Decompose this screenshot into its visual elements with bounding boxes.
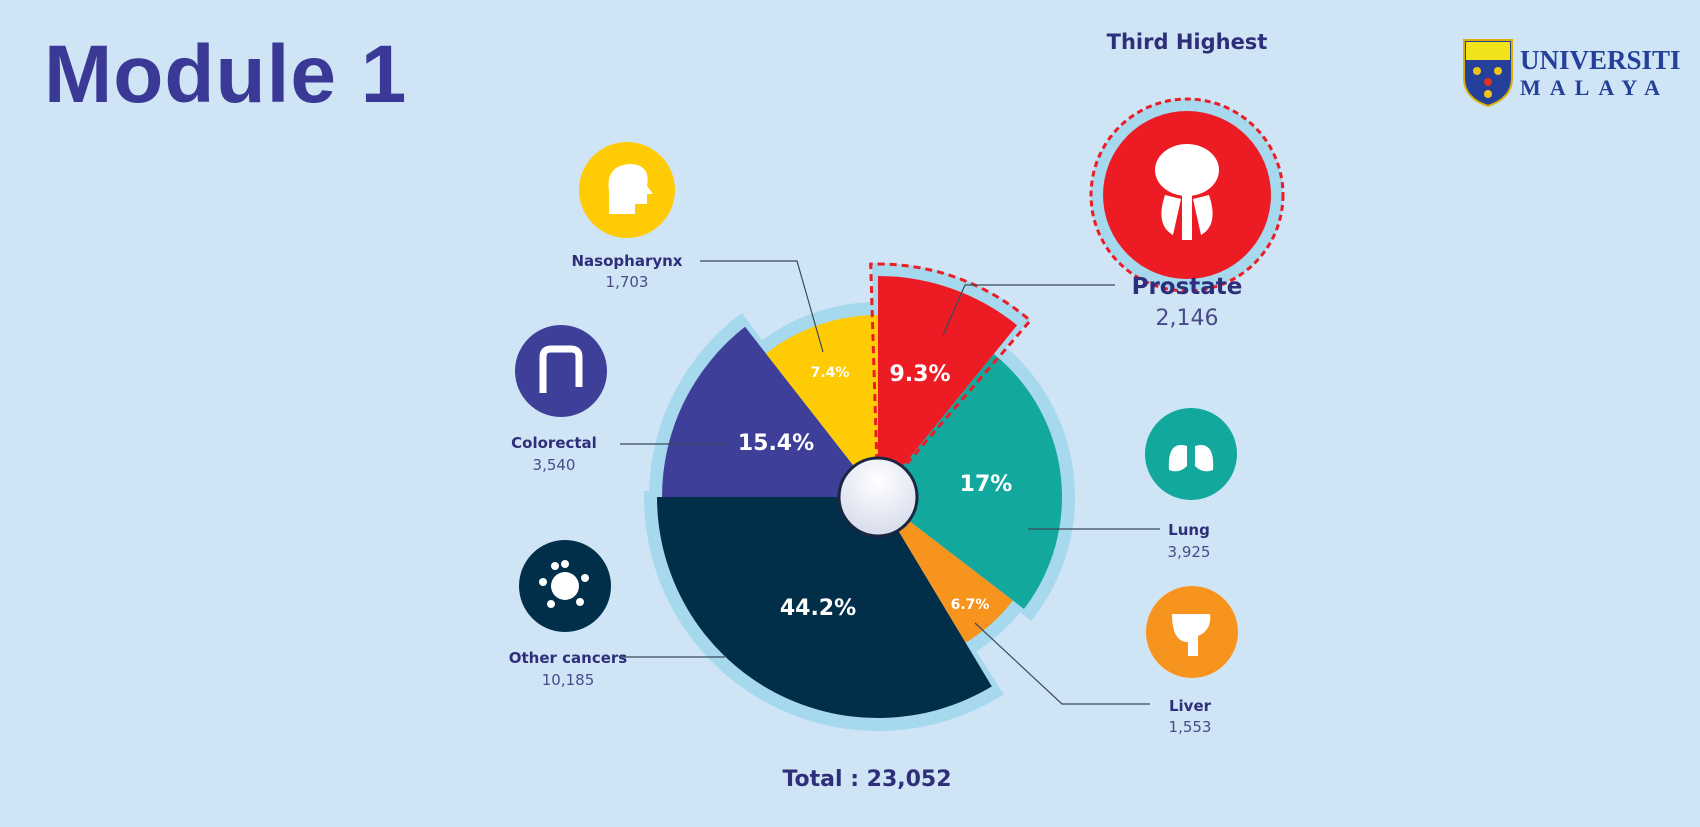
lungs-icon [1145,408,1237,500]
virus-icon [519,540,611,632]
count-nasopharynx: 1,703 [605,273,649,291]
head-profile-icon [579,142,675,238]
slice-lung [878,354,1062,610]
highlight-outline [869,262,1033,501]
count-prostate: 2,146 [1155,306,1219,331]
percent-label: 15.4% [738,431,814,456]
label-nasopharynx: Nasopharynx [571,252,683,270]
leader-line [942,284,1115,336]
slice-colorectal [662,326,878,497]
page-title: Module 1 [44,29,408,120]
count-liver: 1,553 [1168,718,1212,736]
label-other: Other cancers [508,649,628,667]
label-lung: Lung [1168,521,1210,539]
count-colorectal: 3,540 [532,456,576,474]
percent-label: 44.2% [780,596,856,621]
count-lung: 3,925 [1167,543,1211,561]
label-prostate: Prostate [1131,274,1243,300]
university-logo: UNIVERSITI MALAYA [1462,38,1681,108]
slice-other-cancers [657,497,992,719]
percent-label: 7.4% [811,365,850,381]
slice-liver [878,497,1013,643]
label-liver: Liver [1168,697,1212,715]
crest-icon [1463,39,1513,108]
prostate-icon [1089,97,1285,293]
leader-line [974,622,1150,705]
total-label: Total : 23,052 [782,767,952,792]
count-other: 10,185 [541,671,595,689]
percent-label: 9.3% [889,362,950,387]
center-hole [837,456,919,538]
liver-icon [1146,586,1238,678]
label-colorectal: Colorectal [511,434,597,452]
highlight-label: Third Highest [1106,30,1268,54]
percent-label: 6.7% [951,597,990,613]
logo-line1: UNIVERSITI [1520,45,1681,75]
logo-line2: MALAYA [1520,75,1669,100]
slice-prostate [878,276,1018,497]
intestine-icon [515,325,607,417]
percent-label: 17% [960,472,1013,497]
leader-line [700,260,824,353]
slice-nasopharynx [765,315,878,497]
